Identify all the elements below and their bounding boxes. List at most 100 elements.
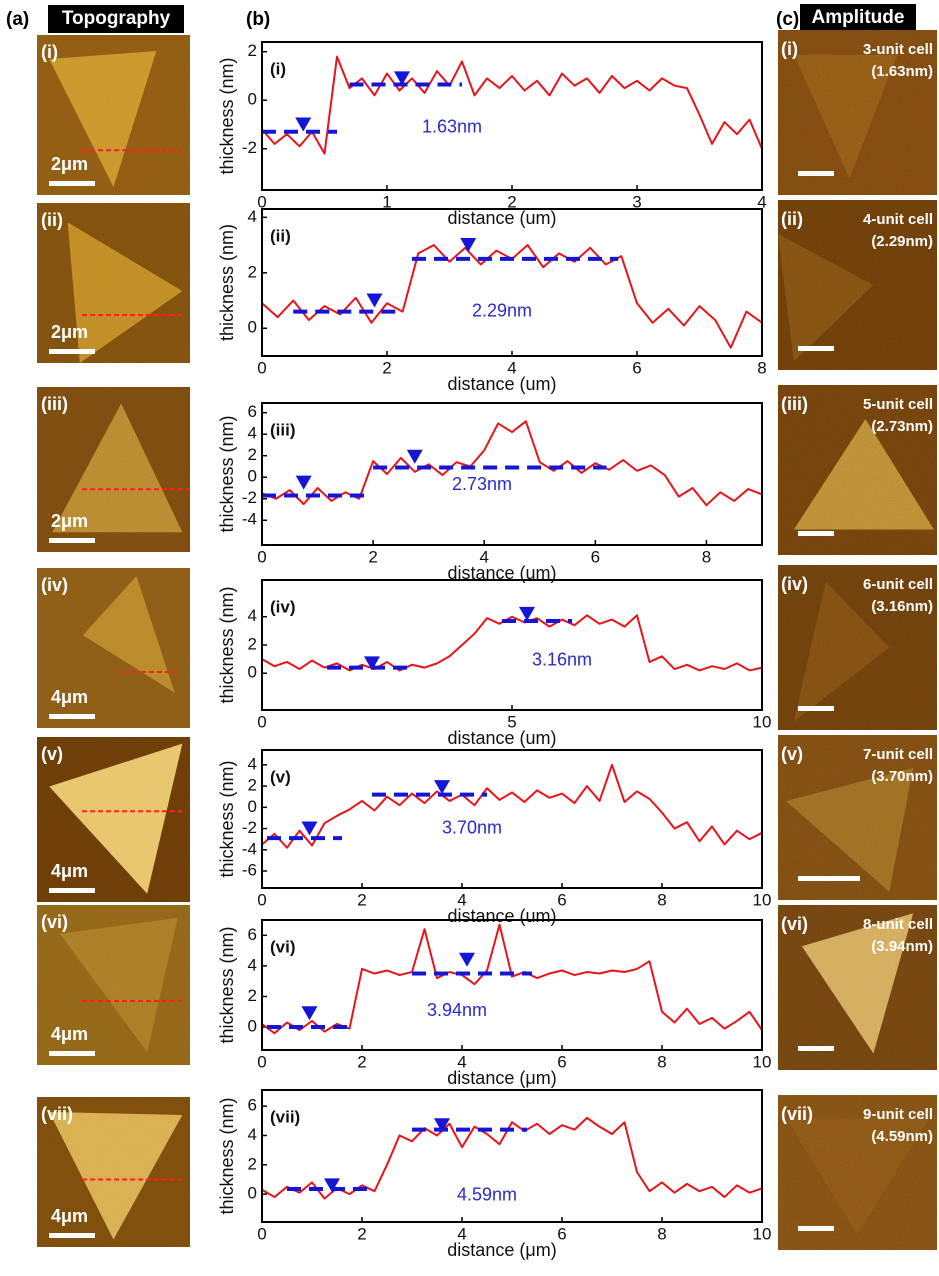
plot-label: (vii) [270, 1107, 300, 1126]
y-axis-label: thickness (nm) [217, 586, 237, 703]
x-tick-label: 0 [257, 1052, 266, 1071]
y-tick-label: 2 [248, 41, 257, 60]
cell-label: 5-unit cell [863, 396, 933, 413]
y-tick-label: 4 [248, 1125, 257, 1144]
y-axis-label: thickness (nm) [217, 415, 237, 532]
y-tick-label: 0 [248, 663, 257, 682]
x-tick-label: 6 [557, 1224, 566, 1243]
x-tick-label: 2 [382, 358, 391, 377]
y-tick-label: 4 [248, 207, 257, 226]
x-tick-label: 6 [632, 358, 641, 377]
plot-label: (ii) [270, 226, 291, 245]
scale-label: 2μm [51, 322, 88, 342]
cell-label: 4-unit cell [863, 211, 933, 228]
texture [778, 905, 937, 1070]
scale-bar [798, 706, 834, 711]
plot-frame [261, 208, 763, 357]
scale-bar [49, 888, 95, 893]
x-tick-label: 2 [357, 890, 366, 909]
texture [37, 905, 190, 1065]
x-tick-label: 10 [753, 1224, 772, 1243]
y-tick-label: 0 [248, 467, 257, 486]
y-axis-label: thickness (nm) [217, 926, 237, 1043]
texture [778, 565, 937, 730]
texture [778, 385, 937, 555]
cursor [295, 475, 312, 490]
x-tick-label: 10 [753, 1052, 772, 1071]
title-box [48, 5, 184, 33]
x-tick-label: 8 [657, 890, 666, 909]
panel-title: Topography [62, 8, 171, 29]
y-tick-label: -4 [242, 510, 257, 529]
scale-bar [798, 531, 834, 536]
y-tick-label: 2 [248, 776, 257, 795]
scale-label: 4μm [51, 861, 88, 881]
image-label: (v) [41, 744, 63, 764]
scale-label: 4μm [51, 1024, 88, 1044]
plot-frame [261, 919, 763, 1051]
x-axis-label: distance (um) [447, 906, 556, 926]
y-tick-label: 0 [248, 318, 257, 337]
y-tick-label: 2 [248, 986, 257, 1005]
y-axis-label: thickness (nm) [217, 1097, 237, 1214]
panel-title: Amplitude [812, 7, 905, 28]
cell-label: 3-unit cell [863, 41, 933, 58]
y-tick-label: 4 [248, 754, 257, 773]
image-label: (ii) [41, 210, 63, 230]
panel-label: (a) [6, 9, 29, 30]
image-label: (ii) [781, 209, 803, 229]
cursor [324, 1178, 340, 1193]
y-tick-label: -2 [242, 488, 257, 507]
scale-bar [49, 349, 95, 354]
image-label: (iii) [41, 394, 68, 414]
image-label: (vii) [41, 1104, 73, 1124]
scale-bar [798, 1226, 834, 1231]
plot-frame [261, 402, 763, 546]
scale-bar [798, 876, 860, 881]
scale-bar [49, 1051, 95, 1056]
scale-label: 4μm [51, 687, 88, 707]
x-axis-label: distance (um) [447, 208, 556, 228]
y-tick-label: 0 [248, 1184, 257, 1203]
texture [778, 200, 937, 370]
texture [778, 30, 937, 195]
x-tick-label: 0 [257, 1224, 266, 1243]
image-label: (iv) [781, 574, 808, 594]
cursor [460, 238, 477, 253]
y-axis-label: thickness (nm) [217, 224, 237, 341]
cursor [364, 656, 380, 671]
annotation: 2.29nm [472, 301, 532, 321]
scale-bar [798, 1046, 834, 1051]
x-tick-label: 0 [257, 890, 266, 909]
image-label: (vi) [41, 912, 68, 932]
x-axis-label: distance (um) [447, 563, 556, 583]
x-axis-label: distance (um) [447, 374, 556, 394]
cursor [434, 780, 450, 795]
x-tick-label: 0 [257, 547, 266, 566]
scale-bar [49, 1233, 95, 1238]
x-tick-label: 6 [591, 547, 600, 566]
y-tick-label: 4 [248, 955, 257, 974]
x-tick-label: 0 [257, 358, 266, 377]
cursor [406, 449, 423, 464]
y-tick-label: -2 [242, 138, 257, 157]
y-tick-label: 0 [248, 797, 257, 816]
texture [37, 35, 190, 195]
x-tick-label: 10 [753, 712, 772, 731]
plot-label: (iii) [270, 420, 296, 439]
x-tick-label: 4 [507, 358, 516, 377]
y-tick-label: 4 [248, 424, 257, 443]
cell-label: 6-unit cell [863, 576, 933, 593]
cursor [301, 1006, 318, 1021]
annotation: 3.70nm [442, 817, 502, 837]
thickness-label: (1.63nm) [871, 63, 933, 80]
scale-label: 4μm [51, 1206, 88, 1226]
y-tick-label: -4 [242, 839, 257, 858]
image-label: (iv) [41, 575, 68, 595]
scale-label: 2μm [51, 511, 88, 531]
cursor [366, 293, 383, 308]
annotation: 2.73nm [452, 474, 512, 494]
scale-bar [49, 538, 95, 543]
y-tick-label: 2 [248, 1154, 257, 1173]
panel-label: (b) [246, 9, 270, 30]
